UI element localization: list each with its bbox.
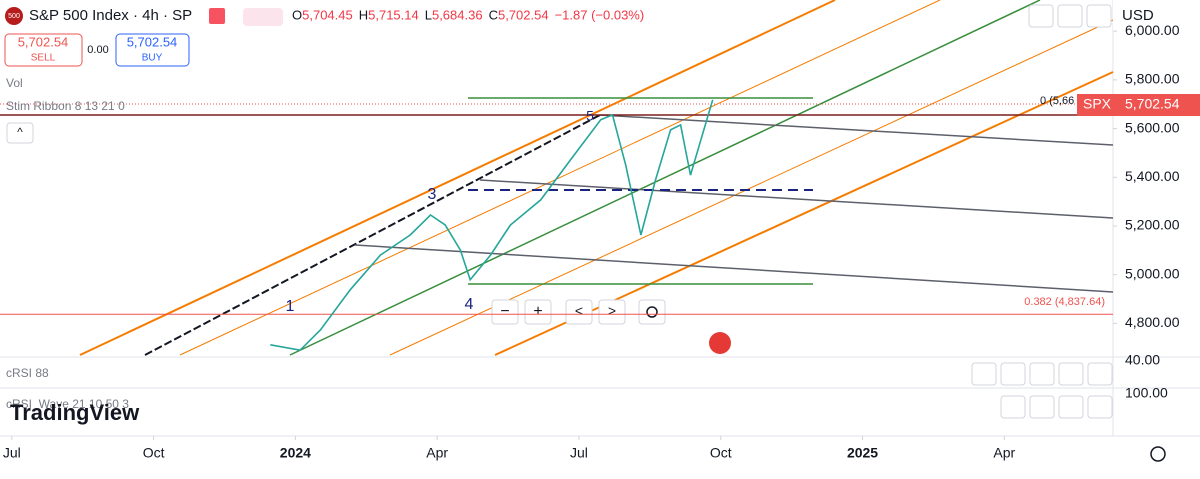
x-tick-label: Oct <box>143 445 165 461</box>
ohlc-value: 5,702.54 <box>498 7 549 22</box>
currency-bg <box>1113 0 1200 32</box>
price-line <box>270 99 714 352</box>
wave-label: 1 <box>286 298 295 315</box>
collapse-button[interactable] <box>6 122 34 144</box>
trend-line <box>354 244 1114 293</box>
alert-icon[interactable] <box>209 8 225 24</box>
ohlc-value: 5,684.36 <box>432 7 483 22</box>
ohlc-key: C <box>489 7 498 22</box>
pane-button[interactable] <box>1029 395 1055 419</box>
ohlc-key: L <box>425 7 432 22</box>
currency[interactable]: USD <box>1122 7 1154 24</box>
reset-icon <box>646 306 658 318</box>
lower-tick-label: 40.00 <box>1125 352 1160 368</box>
scroll-left[interactable] <box>565 299 593 325</box>
pane-button[interactable] <box>1087 395 1113 419</box>
fib-label: 0 (5,66 <box>1040 95 1074 107</box>
x-tick-label: Jul <box>3 445 21 461</box>
buy-price: 5,702.54 <box>127 34 178 49</box>
wave-label: 5 <box>586 108 594 124</box>
y-tick-label: 4,800.00 <box>1125 314 1180 330</box>
symbol-badge <box>5 7 23 25</box>
pane-buttons <box>971 362 1113 419</box>
indicator-name[interactable]: Vol <box>6 76 23 90</box>
ohlc-value: 5,704.45 <box>302 7 353 22</box>
pane-button[interactable] <box>1086 4 1112 28</box>
pane-button[interactable] <box>971 362 997 386</box>
scroll-right-icon: > <box>608 303 616 319</box>
zoom-out-icon: − <box>500 303 509 320</box>
trend-line <box>599 114 1114 146</box>
scroll-left-icon: < <box>575 303 583 319</box>
indicator-name[interactable]: cRSI_Wave 21 10 50 3 <box>6 397 129 411</box>
last-price-tag <box>1117 94 1200 116</box>
indicator-name[interactable]: cRSI 88 <box>6 366 49 380</box>
zoom-in-icon: + <box>533 303 542 320</box>
wave-label: 4 <box>465 296 474 313</box>
compare-toggle[interactable] <box>243 8 283 26</box>
pane-button[interactable] <box>1029 362 1055 386</box>
y-tick-label: 5,600.00 <box>1125 119 1180 135</box>
y-tick-label: 5,400.00 <box>1125 168 1180 184</box>
zoom-in[interactable] <box>524 299 552 325</box>
pane-button[interactable] <box>1000 362 1026 386</box>
y-tick-label: 5,800.00 <box>1125 71 1180 87</box>
pitchfork-line <box>179 0 941 356</box>
scroll-right[interactable] <box>598 299 626 325</box>
pane-button[interactable] <box>1087 362 1113 386</box>
buy-button[interactable] <box>115 33 190 67</box>
ohlc-key: O <box>292 7 302 22</box>
sell-price: 5,702.54 <box>18 34 69 49</box>
drawings <box>0 0 1114 356</box>
symbol-title[interactable]: S&P 500 Index · 4h · SP <box>29 7 192 24</box>
symbol-tag-text: SPX <box>1083 96 1112 112</box>
lower-tick-label: 100.00 <box>1125 385 1168 401</box>
pane-button[interactable] <box>1000 395 1026 419</box>
sell-label: SELL <box>31 53 56 64</box>
sell-button[interactable] <box>4 33 83 67</box>
trend-line <box>289 0 1041 356</box>
y-tick-label: 5,000.00 <box>1125 265 1180 281</box>
y-tick-label: 5,200.00 <box>1125 217 1180 233</box>
pane-button[interactable] <box>1028 4 1054 28</box>
ohlc: O 5,704.45 H 5,715.14 L 5,684.36 C 5,702.54 −1.8… <box>292 7 644 22</box>
trend-line <box>144 114 601 356</box>
y-tick-label: 6,000.00 <box>1125 22 1180 38</box>
last-price: 5,702.54 <box>1125 96 1180 112</box>
event-flag[interactable] <box>709 332 731 354</box>
symbol-badge-text: 500 <box>8 13 20 20</box>
zoom-out[interactable] <box>491 299 519 325</box>
pane-button[interactable] <box>1058 395 1084 419</box>
zoom-toolbar: − + < > <box>491 299 666 325</box>
ohlc-key: H <box>359 7 368 22</box>
x-tick-label: Jul <box>570 445 588 461</box>
pitchfork-line <box>494 71 1114 356</box>
reset-view[interactable] <box>638 299 666 325</box>
x-tick-label: 2025 <box>847 445 878 461</box>
spread: 0.00 <box>87 44 108 56</box>
ohlc-value: 5,715.14 <box>368 7 419 22</box>
x-tick-label: Oct <box>710 445 732 461</box>
indicator-name[interactable]: Stim Ribbon 8 13 21 0 <box>6 99 125 113</box>
trend-line <box>479 179 1114 219</box>
fib-label: 0.382 (4,837.64) <box>1024 296 1105 308</box>
wave-label: 3 <box>428 186 437 203</box>
x-tick-label: Apr <box>426 445 448 461</box>
buy-label: BUY <box>142 53 163 64</box>
ohlc-value: −1.87 (−0.03%) <box>555 7 645 22</box>
pane-button[interactable] <box>1058 362 1084 386</box>
watermark: TradingView <box>10 400 140 425</box>
x-tick-label: 2024 <box>280 445 311 461</box>
pitchfork-line <box>79 0 836 356</box>
pane-button[interactable] <box>1057 4 1083 28</box>
collapse-icon: ^ <box>17 125 23 139</box>
x-tick-label: Apr <box>993 445 1015 461</box>
pitchfork-line <box>389 19 1114 356</box>
settings-icon[interactable] <box>1150 446 1166 462</box>
symbol-tag <box>1077 94 1117 116</box>
